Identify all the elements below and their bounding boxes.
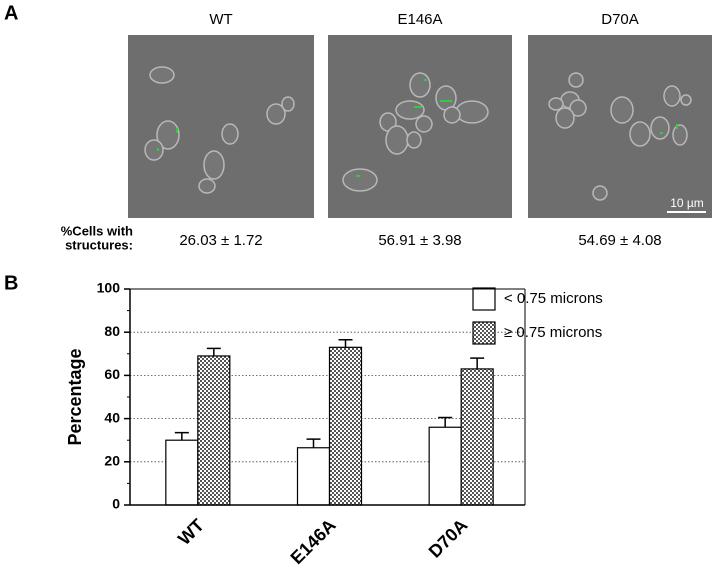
scale-bar-label: 10 µm: [670, 196, 704, 210]
micrograph: [328, 35, 512, 218]
panel-label: B: [4, 272, 18, 294]
error-bar: [470, 357, 485, 369]
y-tick-label: 20: [104, 453, 120, 469]
image-title: D70A: [601, 11, 639, 28]
legend-swatch: [472, 321, 496, 345]
y-tick-label: 40: [104, 409, 120, 425]
bar: [296, 447, 331, 506]
error-bar: [338, 339, 353, 348]
image-title: E146A: [397, 11, 442, 28]
bar: [165, 439, 199, 506]
y-tick-label: 0: [112, 496, 120, 512]
image-stat: 54.69 ± 4.08: [578, 232, 661, 249]
x-tick-label: E146A: [287, 515, 340, 568]
y-tick-label: 100: [97, 280, 121, 296]
image-stat: 56.91 ± 3.98: [378, 232, 461, 249]
panel-label: A: [4, 2, 18, 24]
error-bar: [438, 416, 453, 428]
y-tick-label: 80: [104, 323, 120, 339]
x-tick-label: D70A: [425, 515, 472, 562]
bar: [428, 426, 462, 506]
error-bar: [206, 347, 221, 356]
stat-label: %Cells with: [61, 223, 133, 238]
x-tick-label: WT: [174, 515, 208, 549]
micrograph: [528, 35, 712, 218]
micrograph: [128, 35, 314, 218]
bar: [460, 368, 494, 506]
y-tick-label: 60: [104, 366, 120, 382]
error-bar: [174, 431, 189, 441]
y-axis-label: Percentage: [65, 348, 85, 445]
legend-label: < 0.75 microns: [504, 290, 603, 307]
bar: [197, 355, 231, 506]
legend-swatch: [472, 287, 496, 311]
image-title: WT: [209, 11, 232, 28]
image-stat: 26.03 ± 1.72: [179, 232, 262, 249]
bar: [328, 346, 363, 506]
stat-label: structures:: [65, 237, 133, 252]
error-bar: [306, 438, 321, 448]
legend-label: ≥ 0.75 microns: [504, 324, 602, 341]
